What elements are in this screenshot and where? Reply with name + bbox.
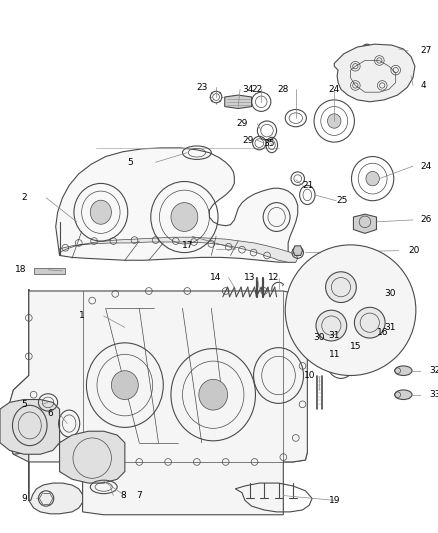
Polygon shape xyxy=(8,376,29,462)
Polygon shape xyxy=(353,214,377,233)
Text: 31: 31 xyxy=(384,323,396,332)
Ellipse shape xyxy=(366,172,379,186)
Ellipse shape xyxy=(111,371,138,400)
Text: 18: 18 xyxy=(15,265,27,274)
Polygon shape xyxy=(34,268,65,274)
Text: 15: 15 xyxy=(350,342,361,351)
Text: 29: 29 xyxy=(237,119,248,128)
Text: 22: 22 xyxy=(251,85,263,94)
Text: 30: 30 xyxy=(384,289,396,298)
Ellipse shape xyxy=(171,203,198,231)
Text: 17: 17 xyxy=(181,241,193,251)
Text: 24: 24 xyxy=(420,161,432,171)
Text: 13: 13 xyxy=(244,273,255,282)
Text: 25: 25 xyxy=(336,196,347,205)
Text: 7: 7 xyxy=(136,491,142,500)
Text: 26: 26 xyxy=(420,215,432,224)
Circle shape xyxy=(285,245,416,376)
Polygon shape xyxy=(293,246,303,255)
Text: 14: 14 xyxy=(210,273,222,282)
Ellipse shape xyxy=(395,366,412,376)
Polygon shape xyxy=(29,289,307,462)
Text: 5: 5 xyxy=(21,400,27,409)
Text: 9: 9 xyxy=(21,494,27,503)
Text: 8: 8 xyxy=(120,491,126,500)
Circle shape xyxy=(325,272,357,303)
Text: 29: 29 xyxy=(242,136,254,144)
Text: 6: 6 xyxy=(47,409,53,418)
Text: 31: 31 xyxy=(328,330,340,340)
Polygon shape xyxy=(60,431,125,483)
Text: 5: 5 xyxy=(127,158,133,167)
Text: 16: 16 xyxy=(377,328,388,337)
Polygon shape xyxy=(0,400,60,454)
Text: 2: 2 xyxy=(21,193,27,203)
Circle shape xyxy=(354,308,385,338)
Ellipse shape xyxy=(90,200,111,224)
Text: 4: 4 xyxy=(420,81,426,90)
Polygon shape xyxy=(334,44,415,102)
Text: 32: 32 xyxy=(429,366,438,375)
Text: 19: 19 xyxy=(328,496,340,505)
Text: 21: 21 xyxy=(303,181,314,190)
Ellipse shape xyxy=(395,390,412,400)
Polygon shape xyxy=(60,237,298,262)
Text: 20: 20 xyxy=(408,246,420,255)
Text: 11: 11 xyxy=(328,350,340,359)
Text: 27: 27 xyxy=(420,46,432,55)
Polygon shape xyxy=(225,95,251,109)
Polygon shape xyxy=(8,291,307,515)
Text: 34: 34 xyxy=(242,85,254,94)
Text: 35: 35 xyxy=(263,139,275,148)
Text: 10: 10 xyxy=(304,371,315,380)
Text: 12: 12 xyxy=(268,273,279,282)
Polygon shape xyxy=(56,148,298,262)
Text: 23: 23 xyxy=(196,83,207,92)
Text: 30: 30 xyxy=(313,333,325,342)
Circle shape xyxy=(362,44,372,54)
Ellipse shape xyxy=(199,379,228,410)
Text: 28: 28 xyxy=(278,85,289,94)
Circle shape xyxy=(316,310,347,341)
Text: 1: 1 xyxy=(79,311,85,320)
Text: 24: 24 xyxy=(328,85,340,94)
Ellipse shape xyxy=(328,114,341,128)
Polygon shape xyxy=(29,462,83,514)
Text: 33: 33 xyxy=(429,390,438,399)
